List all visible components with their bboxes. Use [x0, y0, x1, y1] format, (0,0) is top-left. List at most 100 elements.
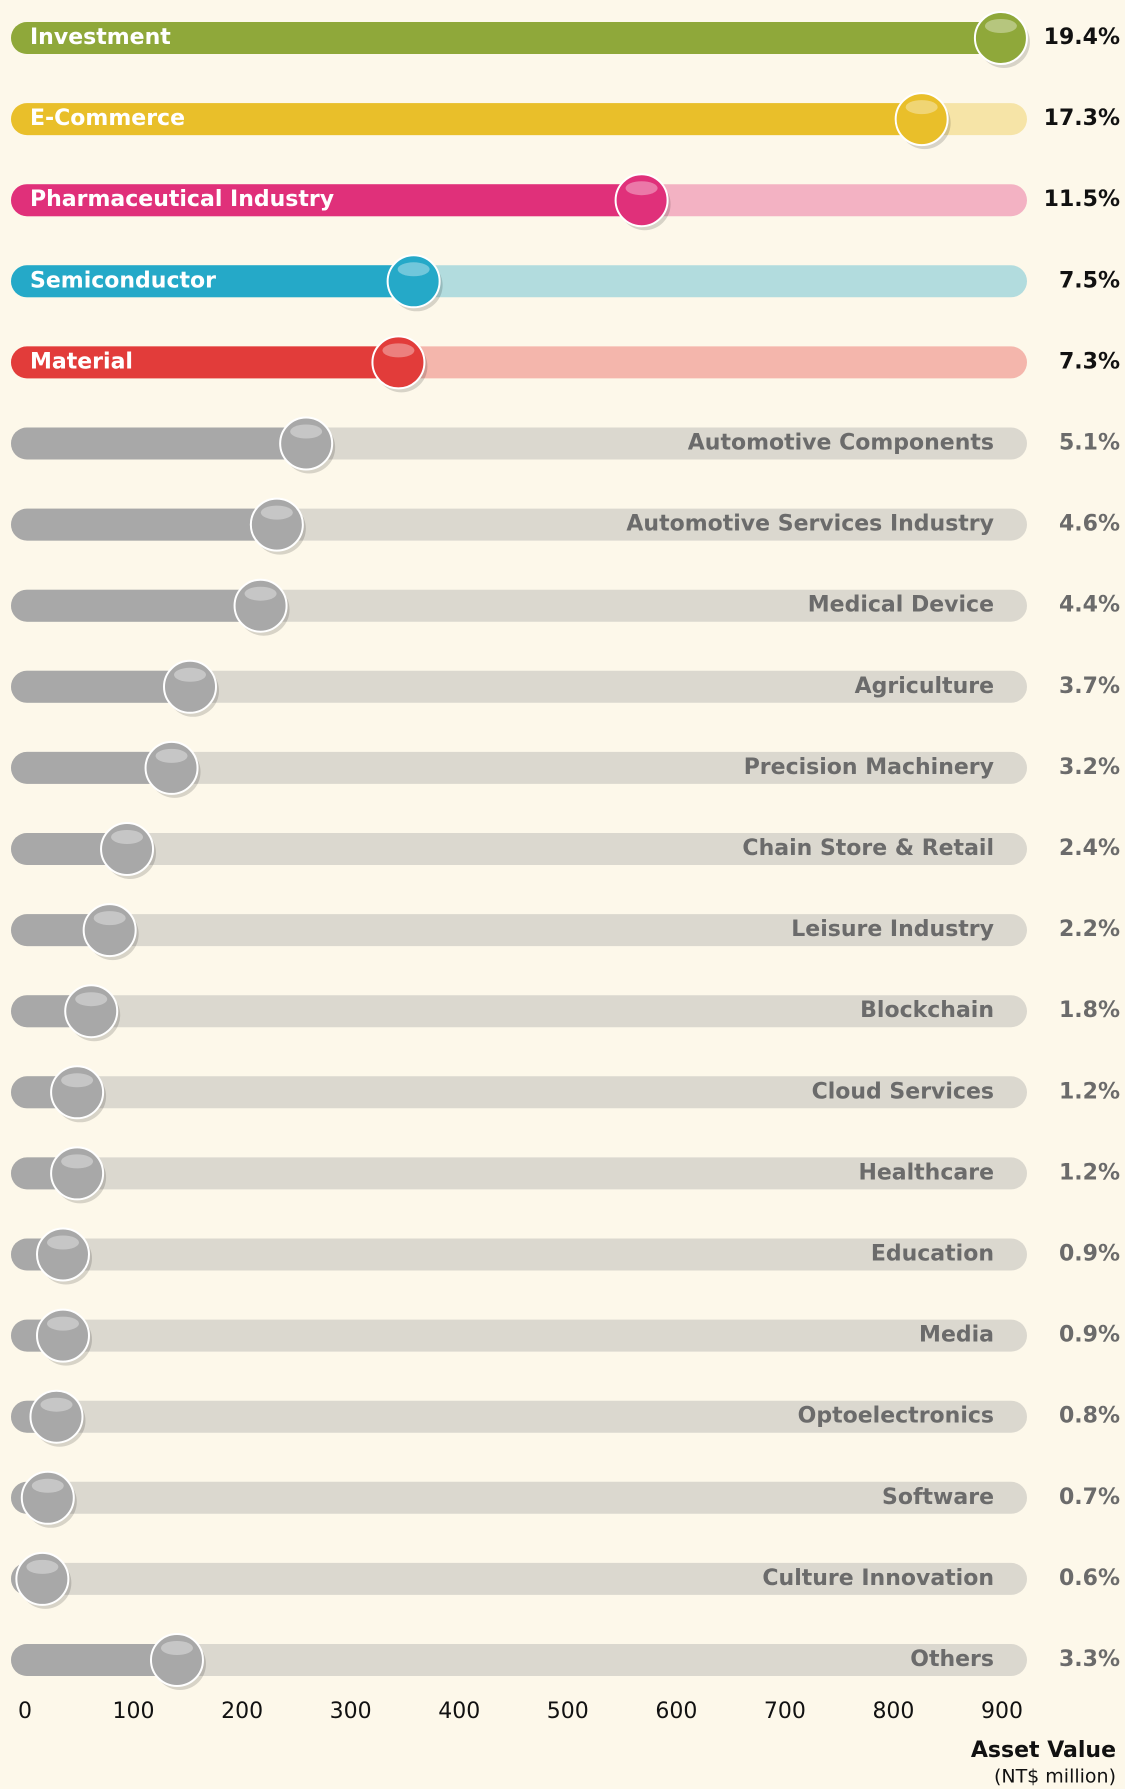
bar [11, 346, 399, 379]
knob [64, 984, 119, 1039]
knob-shine [75, 992, 108, 1007]
knob-shine [625, 181, 658, 196]
knob-shine [61, 1154, 94, 1169]
share-label: 0.6% [1059, 1566, 1120, 1591]
knob [29, 1389, 84, 1444]
share-label: 3.2% [1059, 755, 1120, 780]
x-tick-label: 700 [764, 1699, 806, 1724]
knob [279, 416, 334, 471]
category-label: Education [871, 1242, 994, 1267]
category-label: Media [919, 1323, 994, 1348]
knob [144, 740, 199, 795]
category-label: Agriculture [855, 674, 994, 699]
category-label: Culture Innovation [762, 1566, 994, 1591]
bar [11, 265, 414, 298]
x-tick-label: 300 [330, 1699, 372, 1724]
knob [249, 497, 304, 552]
knob [973, 11, 1028, 65]
x-tick-label: 900 [981, 1699, 1023, 1724]
knob [50, 1065, 105, 1120]
share-label: 3.3% [1059, 1647, 1120, 1672]
knob [50, 1146, 105, 1201]
knob-shine [174, 667, 207, 682]
x-axis-label: Asset Value [971, 1738, 1116, 1763]
knob [233, 578, 288, 633]
category-label: Pharmaceutical Industry [30, 187, 334, 212]
knob [82, 903, 137, 958]
bar [11, 670, 191, 703]
share-label: 0.9% [1059, 1323, 1120, 1348]
knob [15, 1551, 70, 1606]
knob-shine [260, 505, 293, 520]
x-tick-label: 200 [221, 1699, 263, 1724]
share-label: 0.7% [1059, 1485, 1120, 1510]
knob-shine [244, 586, 277, 601]
knob-shine [46, 1235, 79, 1250]
category-label: Leisure Industry [791, 917, 994, 942]
knob-shine [111, 830, 144, 844]
knob-shine [290, 424, 323, 439]
track [11, 1644, 1027, 1676]
share-label: 1.8% [1059, 998, 1120, 1023]
knob-shine [46, 1316, 79, 1331]
track [11, 1400, 1027, 1433]
knob-shine [905, 100, 938, 115]
knob [386, 254, 441, 309]
knob [614, 173, 669, 228]
track [11, 670, 1027, 703]
bar [11, 184, 642, 217]
knob-shine [382, 343, 415, 358]
knob-shine [40, 1397, 73, 1412]
category-label: Material [30, 349, 133, 374]
knob-shine [397, 262, 430, 277]
x-tick-label: 400 [438, 1699, 480, 1724]
category-label: Automotive Components [688, 431, 994, 456]
track [11, 914, 1027, 947]
x-axis-unit: (NT$ million) [994, 1766, 1116, 1788]
share-label: 11.5% [1044, 187, 1120, 212]
bar [11, 22, 1001, 54]
knob [35, 1227, 90, 1282]
category-label: Precision Machinery [744, 755, 994, 780]
x-tick-label: 600 [655, 1699, 697, 1724]
knob [371, 335, 426, 390]
track [11, 1238, 1027, 1271]
knob [163, 659, 218, 714]
share-label: 0.9% [1059, 1242, 1120, 1267]
category-label: Healthcare [858, 1160, 994, 1185]
bar [11, 508, 277, 541]
track [11, 995, 1027, 1028]
knob-shine [61, 1073, 94, 1088]
category-label: Chain Store & Retail [742, 836, 994, 861]
category-label: Optoelectronics [798, 1404, 994, 1429]
knob-shine [155, 748, 188, 763]
knob [149, 1633, 204, 1687]
bar [11, 751, 172, 784]
share-label: 2.2% [1059, 917, 1120, 942]
knob [35, 1308, 90, 1363]
knob [20, 1470, 75, 1525]
category-label: E-Commerce [30, 106, 185, 131]
share-label: 19.4% [1044, 25, 1120, 50]
track [11, 751, 1027, 784]
bar [11, 103, 922, 136]
share-label: 1.2% [1059, 1160, 1120, 1185]
track [11, 1319, 1027, 1352]
share-label: 7.3% [1059, 349, 1120, 374]
knob-shine [93, 911, 126, 926]
track [11, 1076, 1027, 1109]
bar [11, 833, 128, 865]
share-label: 1.2% [1059, 1079, 1120, 1104]
track [11, 1562, 1027, 1595]
track [11, 1157, 1027, 1190]
category-label: Semiconductor [30, 268, 216, 293]
x-tick-label: 100 [113, 1699, 155, 1724]
share-label: 2.4% [1059, 836, 1120, 861]
category-label: Software [882, 1485, 994, 1510]
knob [100, 822, 155, 876]
knob [894, 92, 949, 147]
category-label: Medical Device [808, 593, 994, 618]
share-label: 5.1% [1059, 431, 1120, 456]
